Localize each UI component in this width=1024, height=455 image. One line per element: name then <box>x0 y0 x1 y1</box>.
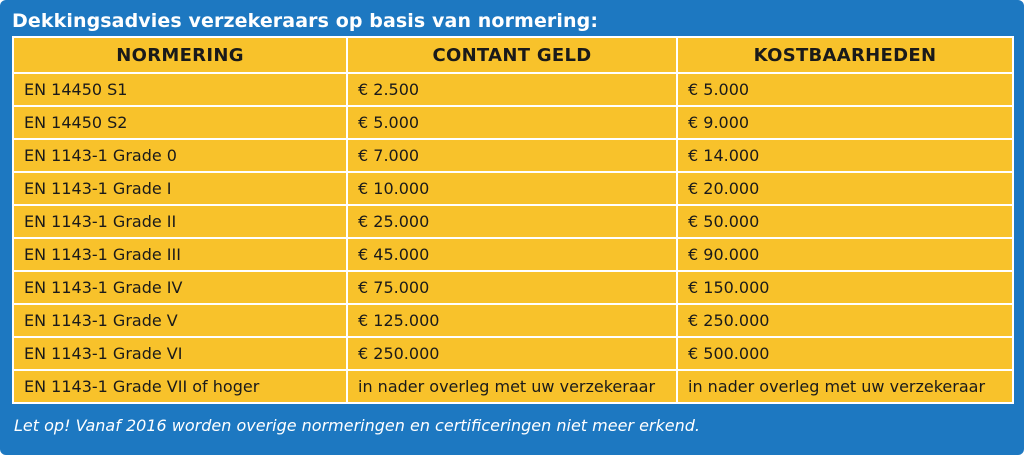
cell-normering: EN 1143-1 Grade III <box>12 237 348 272</box>
cell-kostbaarheden: € 14.000 <box>676 138 1014 173</box>
cell-kostbaarheden: in nader overleg met uw verzekeraar <box>676 369 1014 404</box>
table-row: EN 1143-1 Grade VI € 250.000 € 500.000 <box>12 336 1014 371</box>
table-row: EN 1143-1 Grade V € 125.000 € 250.000 <box>12 303 1014 338</box>
header-normering: NORMERING <box>12 36 348 74</box>
cell-contant-geld: in nader overleg met uw verzekeraar <box>346 369 678 404</box>
cell-normering: EN 1143-1 Grade 0 <box>12 138 348 173</box>
cell-contant-geld: € 2.500 <box>346 72 678 107</box>
cell-kostbaarheden: € 5.000 <box>676 72 1014 107</box>
cell-kostbaarheden: € 250.000 <box>676 303 1014 338</box>
cell-kostbaarheden: € 20.000 <box>676 171 1014 206</box>
cell-contant-geld: € 10.000 <box>346 171 678 206</box>
table-row: EN 14450 S1 € 2.500 € 5.000 <box>12 72 1014 107</box>
table-row: EN 14450 S2 € 5.000 € 9.000 <box>12 105 1014 140</box>
header-kostbaarheden: KOSTBAARHEDEN <box>676 36 1014 74</box>
header-contant-geld: CONTANT GELD <box>346 36 678 74</box>
cell-contant-geld: € 7.000 <box>346 138 678 173</box>
table-body: EN 14450 S1 € 2.500 € 5.000 EN 14450 S2 … <box>12 72 1014 404</box>
footnote: Let op! Vanaf 2016 worden overige normer… <box>14 416 700 435</box>
table-row: EN 1143-1 Grade I € 10.000 € 20.000 <box>12 171 1014 206</box>
panel-title: Dekkingsadvies verzekeraars op basis van… <box>12 10 599 32</box>
cell-normering: EN 1143-1 Grade II <box>12 204 348 239</box>
cell-kostbaarheden: € 150.000 <box>676 270 1014 305</box>
cell-normering: EN 1143-1 Grade IV <box>12 270 348 305</box>
cell-contant-geld: € 75.000 <box>346 270 678 305</box>
table-row: EN 1143-1 Grade IV € 75.000 € 150.000 <box>12 270 1014 305</box>
cell-normering: EN 14450 S2 <box>12 105 348 140</box>
coverage-table: NORMERING CONTANT GELD KOSTBAARHEDEN EN … <box>12 36 1014 404</box>
cell-contant-geld: € 45.000 <box>346 237 678 272</box>
cell-contant-geld: € 250.000 <box>346 336 678 371</box>
header-row: NORMERING CONTANT GELD KOSTBAARHEDEN <box>12 36 1014 74</box>
table-row: EN 1143-1 Grade 0 € 7.000 € 14.000 <box>12 138 1014 173</box>
cell-contant-geld: € 25.000 <box>346 204 678 239</box>
cell-contant-geld: € 5.000 <box>346 105 678 140</box>
cell-kostbaarheden: € 90.000 <box>676 237 1014 272</box>
table-header: NORMERING CONTANT GELD KOSTBAARHEDEN <box>12 36 1014 74</box>
cell-normering: EN 1143-1 Grade I <box>12 171 348 206</box>
cell-kostbaarheden: € 500.000 <box>676 336 1014 371</box>
cell-normering: EN 14450 S1 <box>12 72 348 107</box>
cell-kostbaarheden: € 9.000 <box>676 105 1014 140</box>
table-row: EN 1143-1 Grade VII of hoger in nader ov… <box>12 369 1014 404</box>
cell-normering: EN 1143-1 Grade VI <box>12 336 348 371</box>
table-row: EN 1143-1 Grade III € 45.000 € 90.000 <box>12 237 1014 272</box>
cell-normering: EN 1143-1 Grade V <box>12 303 348 338</box>
cell-normering: EN 1143-1 Grade VII of hoger <box>12 369 348 404</box>
cell-kostbaarheden: € 50.000 <box>676 204 1014 239</box>
cell-contant-geld: € 125.000 <box>346 303 678 338</box>
table-row: EN 1143-1 Grade II € 25.000 € 50.000 <box>12 204 1014 239</box>
